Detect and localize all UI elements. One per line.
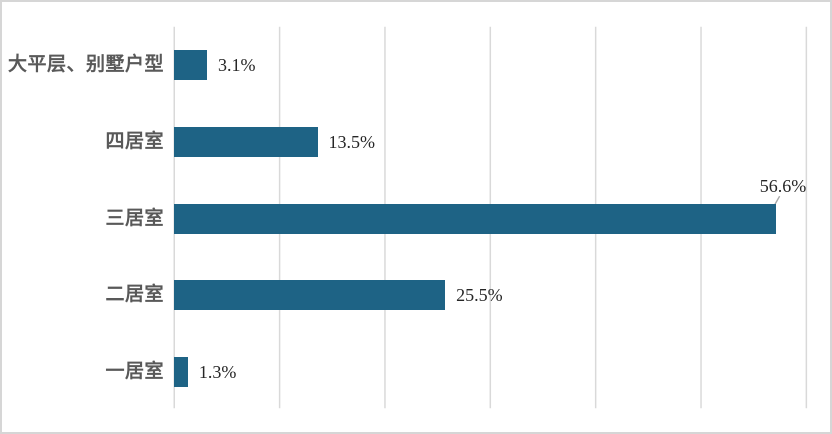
category-label: 大平层、别墅户型 [7, 54, 164, 75]
value-label: 56.6% [759, 176, 807, 196]
bar [174, 280, 446, 311]
category-label: 二居室 [105, 284, 164, 306]
value-label: 13.5% [328, 131, 376, 152]
category-label: 一居室 [105, 361, 164, 382]
value-label: 1.3% [198, 362, 237, 382]
bar [174, 126, 318, 157]
category-label: 四居室 [105, 130, 164, 152]
bar [174, 203, 776, 234]
bar [174, 357, 188, 387]
bar [174, 50, 207, 80]
category-label: 三居室 [105, 207, 164, 229]
value-label: 3.1% [217, 55, 256, 75]
value-label: 25.5% [456, 285, 503, 306]
